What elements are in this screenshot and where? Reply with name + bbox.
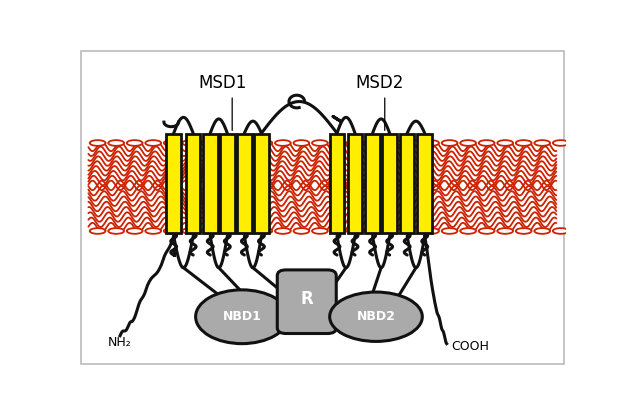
- Ellipse shape: [108, 228, 124, 234]
- Ellipse shape: [331, 140, 347, 146]
- Text: COOH: COOH: [452, 340, 489, 353]
- Ellipse shape: [275, 140, 291, 146]
- Ellipse shape: [164, 140, 180, 146]
- Ellipse shape: [460, 140, 476, 146]
- Ellipse shape: [90, 140, 106, 146]
- FancyBboxPatch shape: [237, 134, 252, 233]
- Ellipse shape: [90, 228, 106, 234]
- Ellipse shape: [201, 140, 216, 146]
- FancyBboxPatch shape: [400, 134, 415, 233]
- Ellipse shape: [498, 228, 513, 234]
- FancyBboxPatch shape: [254, 134, 269, 233]
- Ellipse shape: [553, 228, 569, 234]
- Ellipse shape: [534, 228, 550, 234]
- Ellipse shape: [127, 140, 143, 146]
- FancyBboxPatch shape: [382, 134, 397, 233]
- FancyBboxPatch shape: [166, 134, 181, 233]
- Ellipse shape: [442, 140, 457, 146]
- Ellipse shape: [404, 228, 420, 234]
- Ellipse shape: [145, 140, 161, 146]
- Ellipse shape: [220, 140, 235, 146]
- Ellipse shape: [479, 140, 494, 146]
- Ellipse shape: [312, 140, 328, 146]
- Ellipse shape: [516, 140, 532, 146]
- Ellipse shape: [145, 228, 161, 234]
- FancyBboxPatch shape: [365, 134, 380, 233]
- Ellipse shape: [423, 228, 439, 234]
- Ellipse shape: [257, 140, 272, 146]
- Ellipse shape: [479, 228, 494, 234]
- Ellipse shape: [423, 140, 439, 146]
- FancyBboxPatch shape: [330, 134, 344, 233]
- Ellipse shape: [294, 228, 309, 234]
- Ellipse shape: [182, 140, 198, 146]
- Ellipse shape: [164, 228, 180, 234]
- Text: MSD1: MSD1: [198, 74, 247, 92]
- FancyBboxPatch shape: [220, 134, 235, 233]
- FancyBboxPatch shape: [277, 270, 337, 333]
- Ellipse shape: [275, 228, 291, 234]
- Ellipse shape: [220, 228, 235, 234]
- Text: MSD2: MSD2: [355, 74, 404, 92]
- Ellipse shape: [367, 140, 384, 146]
- Text: NBD2: NBD2: [357, 310, 396, 323]
- Ellipse shape: [294, 140, 309, 146]
- Ellipse shape: [386, 228, 402, 234]
- Ellipse shape: [386, 140, 402, 146]
- Ellipse shape: [127, 228, 143, 234]
- Ellipse shape: [349, 228, 365, 234]
- Ellipse shape: [404, 140, 420, 146]
- Ellipse shape: [331, 228, 347, 234]
- FancyBboxPatch shape: [186, 134, 201, 233]
- Ellipse shape: [312, 228, 328, 234]
- Ellipse shape: [330, 292, 422, 342]
- Ellipse shape: [516, 228, 532, 234]
- Ellipse shape: [349, 140, 365, 146]
- Ellipse shape: [553, 140, 569, 146]
- FancyBboxPatch shape: [348, 134, 362, 233]
- Ellipse shape: [182, 228, 198, 234]
- Ellipse shape: [534, 140, 550, 146]
- Ellipse shape: [498, 140, 513, 146]
- Ellipse shape: [196, 290, 288, 344]
- Ellipse shape: [442, 228, 457, 234]
- FancyBboxPatch shape: [81, 51, 564, 364]
- Ellipse shape: [238, 228, 253, 234]
- Ellipse shape: [257, 228, 272, 234]
- Text: R: R: [301, 289, 313, 307]
- Ellipse shape: [460, 228, 476, 234]
- FancyBboxPatch shape: [203, 134, 218, 233]
- Text: NBD1: NBD1: [223, 310, 262, 323]
- Ellipse shape: [238, 140, 253, 146]
- Text: NH₂: NH₂: [108, 335, 131, 349]
- Ellipse shape: [201, 228, 216, 234]
- FancyBboxPatch shape: [418, 134, 432, 233]
- Ellipse shape: [367, 228, 384, 234]
- Ellipse shape: [108, 140, 124, 146]
